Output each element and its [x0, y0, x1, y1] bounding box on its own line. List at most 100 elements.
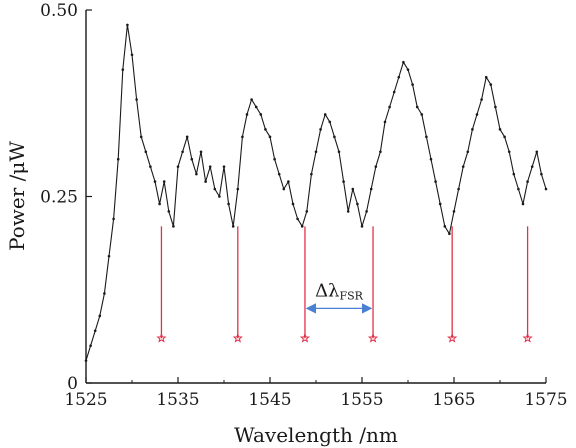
- series-point: [268, 135, 272, 139]
- series-point: [319, 128, 322, 131]
- series-point: [323, 113, 327, 116]
- series-point: [360, 225, 364, 228]
- x-tick-label-5: 1575: [524, 390, 567, 410]
- fsr-marker-star-5: [522, 332, 533, 343]
- series-point: [544, 187, 548, 191]
- series-point: [227, 202, 230, 206]
- series-point: [84, 359, 88, 362]
- series-point: [489, 83, 493, 86]
- series-point: [204, 180, 207, 183]
- series-point: [277, 172, 281, 176]
- series-point: [379, 150, 382, 154]
- series-point: [195, 172, 198, 176]
- series-point: [236, 187, 240, 191]
- x-tick-label-2: 1545: [248, 390, 291, 410]
- spectrum-series: [84, 23, 548, 362]
- y-axis-label: Power /μW: [5, 141, 29, 251]
- x-axis-label: Wavelength /nm: [234, 423, 398, 447]
- series-point: [507, 150, 511, 154]
- series-point: [452, 210, 456, 213]
- fsr-label: ΔλFSR: [315, 280, 364, 302]
- series-point: [425, 135, 428, 139]
- series-point: [245, 113, 249, 116]
- series-point: [231, 225, 235, 228]
- series-point: [397, 75, 401, 79]
- fsr-marker-star-1: [232, 332, 243, 343]
- series-point: [264, 128, 267, 131]
- fsr-marker-star-2: [299, 332, 311, 343]
- series-point: [438, 202, 442, 206]
- series-point: [374, 165, 378, 168]
- series-point: [333, 135, 336, 139]
- series-point: [185, 135, 189, 139]
- series-point: [420, 113, 424, 116]
- fsr-label-sub: FSR: [339, 289, 363, 302]
- series-point: [402, 60, 405, 64]
- series-point: [162, 180, 166, 183]
- series-point: [337, 150, 341, 154]
- series-point: [273, 157, 276, 161]
- series-point: [130, 53, 134, 57]
- series-point: [328, 120, 332, 124]
- series-point: [461, 165, 465, 168]
- series-point: [218, 195, 221, 198]
- series-point: [181, 150, 184, 154]
- series-point: [342, 180, 345, 183]
- series-point: [139, 135, 143, 139]
- series-point: [254, 105, 258, 109]
- series-point: [443, 225, 447, 228]
- series-point: [517, 187, 520, 191]
- series-point: [208, 165, 212, 168]
- series-point: [112, 217, 115, 221]
- series-point: [448, 232, 451, 236]
- series-point: [176, 165, 180, 168]
- series-point: [498, 128, 502, 131]
- series-point: [526, 180, 529, 183]
- x-tick-label-4: 1565: [432, 390, 475, 410]
- series-point: [190, 157, 194, 161]
- series-point: [494, 105, 497, 109]
- series-point: [475, 113, 479, 116]
- series-point: [291, 202, 295, 206]
- series-line-0: [85, 24, 547, 361]
- series-point: [503, 135, 506, 139]
- series-point: [144, 150, 148, 154]
- series-point: [241, 135, 244, 139]
- series-point: [158, 202, 161, 206]
- series-point: [388, 105, 391, 109]
- fsr-markers: [156, 226, 533, 343]
- series-point: [103, 292, 106, 295]
- series-point: [107, 254, 111, 258]
- series-point: [457, 187, 460, 191]
- series-point: [466, 150, 470, 154]
- y-ticks: 0 0.25 0.50: [40, 1, 92, 394]
- series-point: [471, 128, 474, 131]
- fsr-label-main: Δλ: [315, 280, 339, 301]
- series-point: [282, 187, 286, 191]
- y-tick-label-1: 0.25: [40, 188, 78, 208]
- series-point: [305, 210, 309, 213]
- series-point: [153, 180, 157, 183]
- series-point: [250, 98, 253, 101]
- plot-frame: [85, 10, 546, 384]
- x-ticks: 1525 1535 1545 1555 1565 1575: [64, 377, 568, 410]
- series-point: [172, 225, 175, 228]
- y-tick-label-0: 0: [67, 374, 78, 394]
- series-point: [213, 187, 217, 191]
- series-point: [126, 23, 129, 27]
- series-point: [535, 150, 539, 154]
- series-point: [222, 165, 226, 168]
- series-point: [116, 157, 120, 161]
- series-point: [287, 180, 290, 183]
- x-tick-label-1: 1535: [156, 390, 199, 410]
- fsr-marker-star-3: [367, 332, 379, 343]
- series-point: [296, 217, 299, 221]
- series-point: [369, 187, 373, 191]
- series-point: [415, 105, 419, 109]
- series-point: [135, 98, 138, 101]
- fsr-marker-star-0: [156, 332, 167, 343]
- x-tick-label-0: 1525: [64, 390, 107, 410]
- series-point: [392, 90, 396, 94]
- y-tick-label-2: 0.50: [40, 1, 78, 21]
